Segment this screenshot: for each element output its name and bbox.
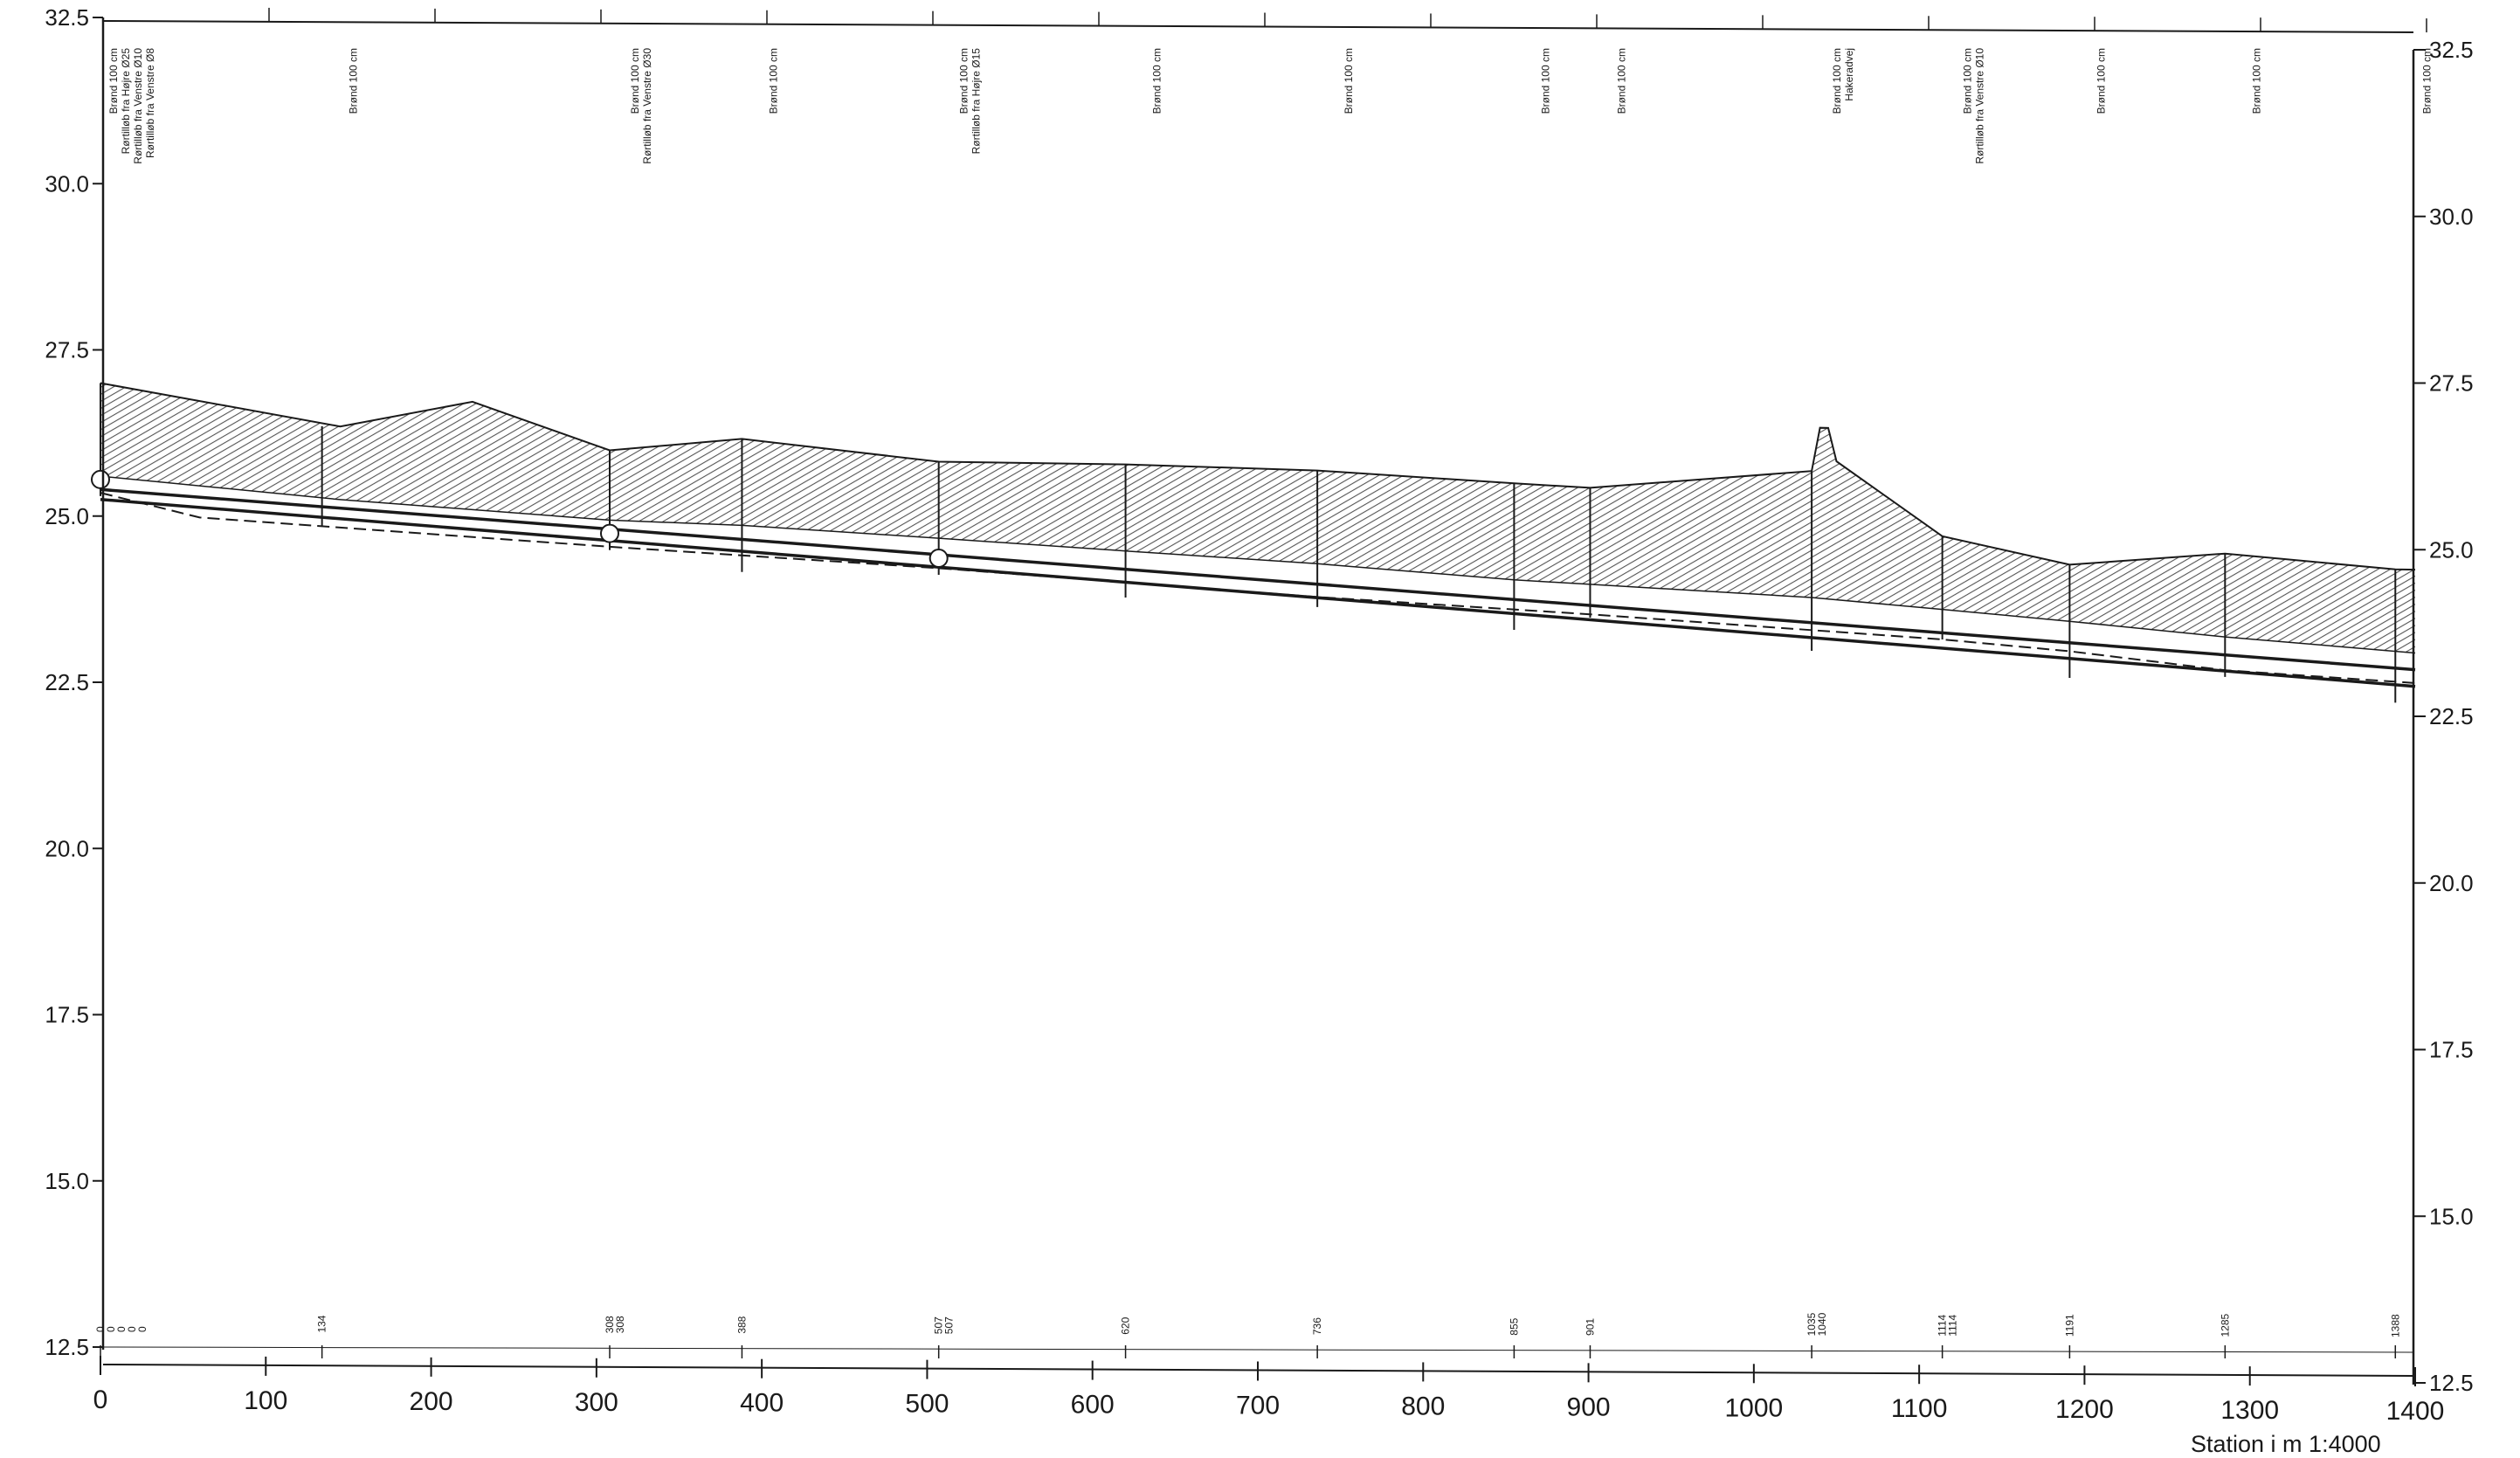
left-y-tick-label: 22.5	[45, 669, 89, 695]
well-annotation-text: Brønd 100 cm	[1831, 48, 1843, 114]
well-marker-circle	[929, 548, 949, 568]
left-y-tick-label: 12.5	[45, 1334, 89, 1360]
x-tick-label: 600	[1071, 1391, 1115, 1420]
well-annotation-text: Rørtilløb fra Højre Ø25	[120, 48, 132, 155]
x-tick-label: 1000	[1724, 1393, 1783, 1422]
station-label-text: 0	[115, 1326, 128, 1332]
well-annotation-text: Hakeradvej	[1843, 48, 1855, 101]
station-label-text: 736	[1311, 1317, 1323, 1335]
right-y-tick-label: 32.5	[2429, 37, 2474, 63]
station-label-text: 507	[943, 1316, 956, 1334]
well-annotation-text: Brønd 100 cm	[1539, 48, 1551, 114]
wells-layer	[91, 383, 2397, 703]
station-label-text: 855	[1508, 1317, 1520, 1335]
station-label-text: 0	[105, 1326, 117, 1332]
right-y-tick-label: 17.5	[2429, 1037, 2474, 1063]
well-annotation-text: Brønd 100 cm	[629, 48, 641, 114]
well-annotation-text: Rørtilløb fra Venstre Ø10	[132, 48, 144, 164]
well-annotation-text: Brønd 100 cm	[107, 48, 120, 114]
top-frame-line	[102, 20, 2414, 33]
well-annotation-text: Brønd 100 cm	[767, 48, 779, 114]
x-tick-label: 1400	[2386, 1397, 2445, 1426]
well-annotation-text: Brønd 100 cm	[958, 48, 970, 114]
well-annotation-text: Brønd 100 cm	[2250, 48, 2262, 114]
well-annotation-text: Brønd 100 cm	[348, 48, 360, 114]
right-y-tick-label: 20.0	[2429, 870, 2474, 896]
x-tick-label: 0	[93, 1385, 108, 1414]
fill-layer	[100, 383, 2415, 653]
station-label-text: 1285	[2219, 1313, 2231, 1337]
station-label-text: 308	[614, 1316, 626, 1333]
x-tick-label: 100	[244, 1386, 287, 1415]
x-tick-label: 700	[1236, 1391, 1280, 1420]
well-annotation-text: Brønd 100 cm	[1616, 48, 1628, 114]
right-y-tick-label: 30.0	[2429, 204, 2474, 230]
left-y-tick-label: 25.0	[45, 503, 89, 529]
well-marker-circle	[91, 469, 110, 489]
well-annotation-text: Rørtilløb fra Højre Ø15	[970, 48, 983, 155]
left-y-tick-label: 27.5	[45, 337, 89, 363]
station-label-text: 1114	[1937, 1315, 1949, 1337]
station-label-text: 308	[604, 1316, 616, 1333]
hatched-cover-area	[100, 383, 2415, 653]
station-label-text: 1040	[1816, 1312, 1828, 1336]
right-y-tick-label: 15.0	[2429, 1203, 2474, 1229]
well-marker-circle	[600, 523, 619, 543]
x-tick-label: 1100	[1891, 1394, 1948, 1423]
well-annotation-text: Brønd 100 cm	[1343, 48, 1355, 114]
station-label-text: 0	[126, 1326, 138, 1332]
existing-invert-dashed-line	[100, 492, 2416, 684]
cover-bottom-line	[100, 475, 2416, 654]
right-y-tick-label: 22.5	[2429, 703, 2474, 729]
x-axis-title: Station i m 1:4000	[2191, 1431, 2381, 1457]
well-annotation-text: Rørtilløb fra Venstre Ø30	[641, 48, 653, 164]
station-label-text: 0	[94, 1326, 107, 1332]
left-y-tick-label: 15.0	[45, 1168, 89, 1194]
station-label-text: 1114	[1947, 1315, 1959, 1337]
x-tick-label: 200	[410, 1387, 453, 1416]
right-y-tick-label: 27.5	[2429, 370, 2474, 397]
x-tick-label: 300	[575, 1388, 618, 1417]
station-label-text: 134	[316, 1315, 328, 1332]
x-tick-label: 1200	[2055, 1395, 2114, 1424]
left-y-tick-label: 32.5	[45, 4, 89, 31]
station-label-text: 0	[136, 1326, 148, 1332]
x-tick-label: 400	[740, 1389, 784, 1418]
left-y-tick-label: 30.0	[45, 170, 89, 197]
station-label-text: 1035	[1805, 1312, 1818, 1336]
well-annotations: Brønd 100 cm Rørtilløb fra Højre Ø25 Rørti…	[107, 48, 2433, 164]
well-annotation-text: Rørtilløb fra Venstre Ø10	[1974, 48, 1986, 164]
well-annotation-text: Brønd 100 cm	[1151, 48, 1163, 114]
axes-layer: 12.5 15.0 17.5 20.0 22.5 25.0 27.5 30.0 32.5 12.5…	[45, 4, 2473, 1426]
station-label-baseline	[102, 1346, 2414, 1353]
pipe-top-line	[100, 487, 2416, 672]
well-annotation-text: Brønd 100 cm	[1962, 48, 1974, 114]
well-annotation-text: Rørtilløb fra Venstre Ø8	[144, 48, 156, 158]
x-tick-label: 1300	[2220, 1396, 2279, 1425]
right-y-tick-label: 25.0	[2429, 536, 2474, 563]
station-label-text: 620	[1120, 1316, 1132, 1334]
left-y-tick-label: 20.0	[45, 835, 89, 861]
station-label-text: 1388	[2389, 1314, 2401, 1337]
well-annotation-text: Brønd 100 cm	[2095, 48, 2107, 114]
x-tick-label: 800	[1401, 1392, 1445, 1420]
station-label-text: 901	[1584, 1318, 1596, 1336]
x-tick-label: 900	[1567, 1392, 1611, 1421]
x-tick-label: 500	[905, 1390, 949, 1419]
station-label-text: 388	[735, 1316, 748, 1333]
well-annotation-text: Brønd 100 cm	[2420, 48, 2433, 114]
station-label-text: 507	[933, 1316, 945, 1334]
right-y-tick-label: 12.5	[2429, 1370, 2474, 1396]
left-y-tick-label: 17.5	[45, 1002, 89, 1028]
station-label-text: 1191	[2063, 1314, 2075, 1337]
